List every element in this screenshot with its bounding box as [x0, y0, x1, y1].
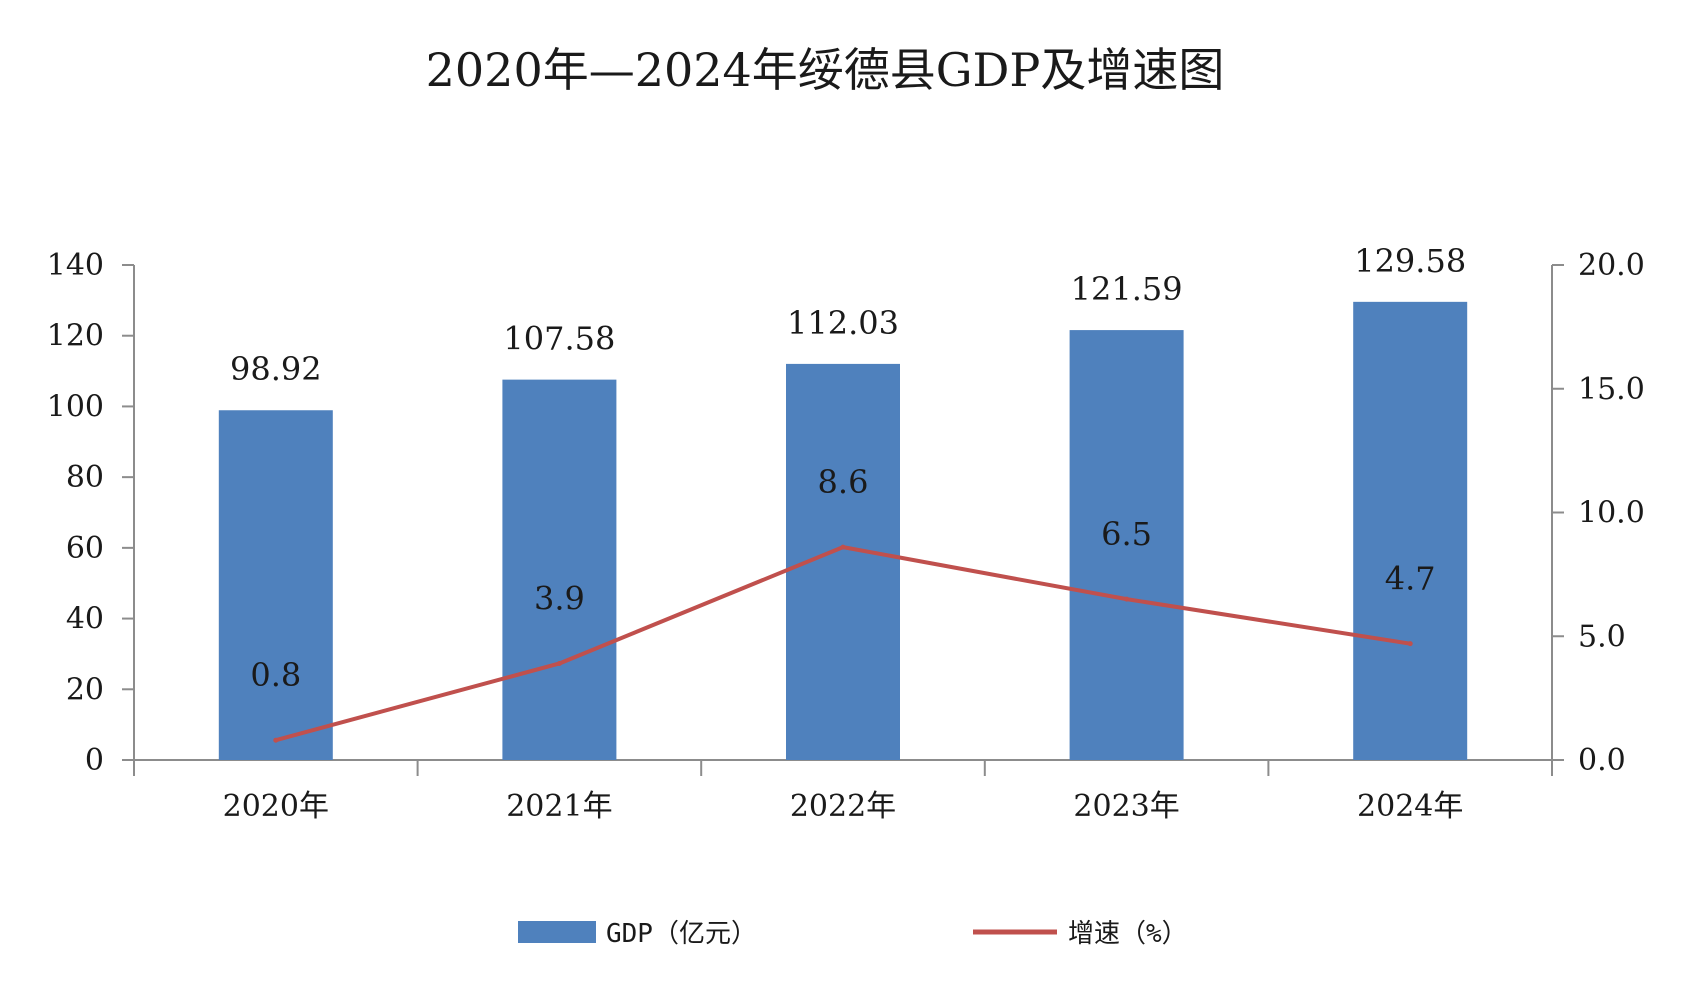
- y-left-tick-label: 100: [47, 389, 104, 424]
- y-right-tick-label: 20.0: [1578, 248, 1645, 283]
- x-tick-label: 2022年: [790, 789, 896, 824]
- growth-label: 6.5: [1101, 515, 1152, 553]
- y-left-tick-label: 120: [47, 319, 104, 354]
- y-left-tick-label: 60: [66, 531, 104, 566]
- growth-point: [1124, 596, 1130, 602]
- growth-label: 8.6: [818, 463, 869, 501]
- gdp-bar-label: 107.58: [503, 320, 615, 358]
- legend-growth-label: 增速（%）: [1068, 919, 1188, 949]
- y-left-tick-label: 0: [85, 743, 104, 778]
- x-tick-label: 2021年: [506, 789, 612, 824]
- x-tick-label: 2023年: [1073, 789, 1179, 824]
- gdp-bar-label: 98.92: [230, 350, 322, 388]
- gdp-bar-label: 129.58: [1354, 242, 1466, 280]
- gdp-bar: [218, 410, 333, 760]
- gdp-bar: [1069, 330, 1184, 760]
- growth-point: [556, 660, 562, 666]
- y-left-tick-label: 80: [66, 460, 104, 495]
- y-right-tick-label: 5.0: [1578, 619, 1626, 654]
- legend-gdp-label: GDP（亿元）: [606, 919, 757, 949]
- y-left-tick-label: 140: [47, 248, 104, 283]
- plot-area: 0 20 40 60 80 100 120 140 0.0 5.0 10.0 15.0 20.0 98.9…: [47, 242, 1645, 824]
- y-right-tick-label: 10.0: [1578, 496, 1645, 531]
- growth-label: 4.7: [1385, 560, 1436, 598]
- y-right-tick-label: 0.0: [1578, 743, 1626, 778]
- growth-label: 3.9: [534, 579, 585, 617]
- y-right-tick-label: 15.0: [1578, 372, 1645, 407]
- gdp-bar: [1353, 301, 1468, 760]
- y-left-tick-label: 40: [66, 602, 104, 637]
- growth-point: [1407, 641, 1413, 647]
- x-tick-label: 2024年: [1357, 789, 1463, 824]
- legend-gdp-swatch: [518, 921, 596, 943]
- chart-title: 2020年—2024年绥德县GDP及增速图: [426, 43, 1225, 97]
- growth-label: 0.8: [250, 656, 301, 694]
- x-tick-label: 2020年: [223, 789, 329, 824]
- gdp-bar: [502, 379, 617, 760]
- growth-point: [273, 737, 279, 743]
- legend: GDP（亿元） 增速（%）: [518, 919, 1188, 949]
- gdp-bar-label: 112.03: [787, 304, 899, 342]
- y-left-tick-label: 20: [66, 672, 104, 707]
- growth-point: [840, 544, 846, 550]
- gdp-bar-label: 121.59: [1071, 270, 1183, 308]
